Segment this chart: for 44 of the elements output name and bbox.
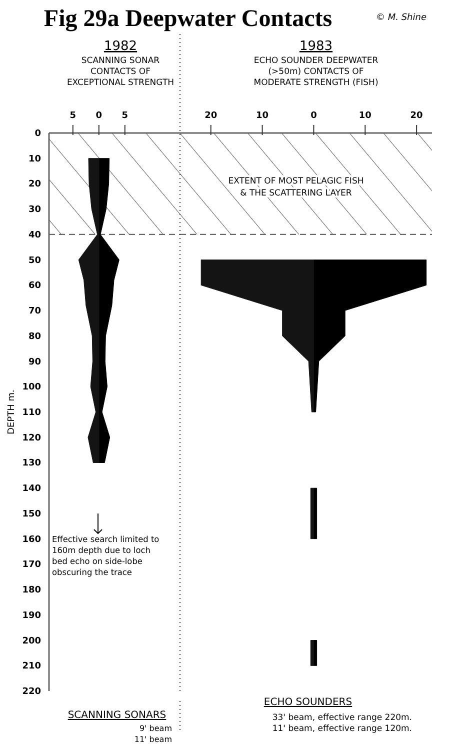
y-tick-label: 190 (22, 610, 41, 621)
y-tick-label: 120 (22, 433, 41, 444)
chart-title: Fig 29a Deepwater Contacts (44, 6, 332, 32)
y-tick-label: 10 (28, 154, 41, 164)
y-axis-title: DEPTH m. (7, 390, 17, 434)
text: © M. Shine (376, 13, 427, 23)
y-tick-label: 70 (28, 306, 41, 317)
x-tick-label: 20 (410, 111, 423, 121)
y-tick-label: 170 (22, 560, 41, 570)
y-tick-label: 20 (28, 180, 41, 190)
y-tick-label: 30 (28, 205, 41, 216)
y-tick-label: 210 (22, 662, 41, 672)
text: SCANNING SONARS (68, 710, 166, 721)
x-tick-label: 0 (310, 111, 317, 121)
y-tick-label: 180 (22, 586, 41, 596)
chart-subtitle: 1982 (104, 39, 138, 54)
x-tick-label: 10 (256, 111, 269, 121)
y-tick-label: 220 (22, 687, 41, 697)
y-tick-label: 160 (22, 534, 41, 545)
x-tick-label: 20 (204, 111, 218, 121)
y-tick-label: 130 (22, 458, 41, 469)
y-tick-label: 110 (22, 408, 41, 418)
x-tick-label: 0 (96, 111, 102, 121)
text: SCANNING SONAR CONTACTS OF EXCEPTIONAL STRENGTH (66, 56, 174, 88)
annotation: Effective search limited to 160m depth due to loch bed echo on side-lobe obscuring the trace (52, 534, 160, 577)
y-tick-label: 100 (22, 382, 41, 393)
text: ECHO SOUNDER DEEPWATER (>50m) CONTACTS OF MODERATE STRENGTH (FISH) (254, 56, 378, 88)
y-tick-label: 0 (34, 129, 41, 139)
x-tick-label: 10 (358, 111, 372, 121)
y-tick-label: 80 (28, 332, 41, 342)
y-tick-label: 60 (28, 281, 41, 292)
text: 33' beam, effective range 220m. 11' beam, effective range 120m. (272, 713, 412, 734)
y-tick-label: 40 (28, 230, 41, 240)
y-tick-label: 140 (22, 484, 41, 494)
x-tick-label: 5 (70, 111, 76, 121)
text: ECHO SOUNDERS (264, 697, 352, 708)
y-tick-label: 90 (28, 357, 41, 368)
band-label: EXTENT OF MOST PELAGIC FISH & THE SCATTERING LAYER (228, 176, 364, 199)
y-tick-label: 50 (28, 256, 41, 266)
y-tick-label: 150 (22, 509, 41, 520)
chart-subtitle: 1983 (299, 39, 333, 54)
x-tick-label: 5 (122, 111, 128, 121)
y-tick-label: 200 (22, 636, 41, 646)
text: 9' beam 11' beam (134, 724, 172, 744)
